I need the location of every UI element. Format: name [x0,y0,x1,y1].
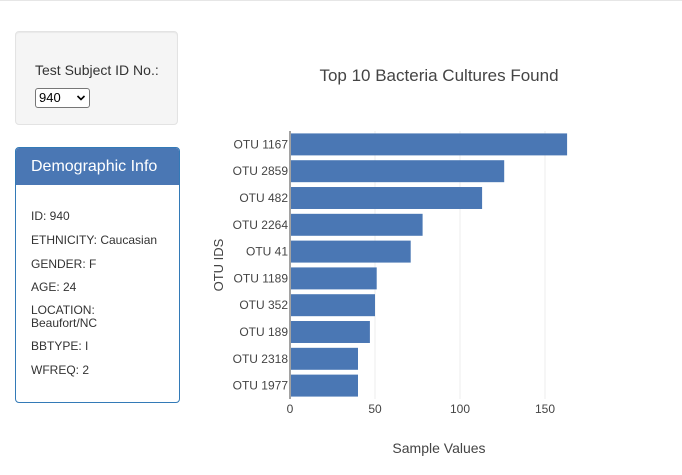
chart-x-axis-title: Sample Values [392,440,485,456]
bar [291,374,358,397]
y-tick-label: OTU 2859 [233,164,289,178]
y-tick-label: OTU 352 [239,298,288,312]
y-tick-label: OTU 41 [246,245,288,259]
y-tick-label: OTU 482 [239,191,288,205]
y-tick-label: OTU 1167 [234,137,289,151]
subject-id-label: Test Subject ID No.: [35,62,159,78]
chart-title: Top 10 Bacteria Cultures Found [319,66,558,85]
bar [291,267,377,290]
y-tick-label: OTU 2264 [233,218,289,232]
demographic-wfreq: WFREQ: 2 [31,363,90,377]
bar [291,187,483,209]
x-tick-label: 0 [287,402,294,416]
demographic-location: LOCATION: Beaufort/NC [31,303,98,330]
bar [291,294,375,317]
chart-x-tick-labels: 0 50 100 150 [287,402,556,416]
y-tick-label: OTU 1189 [234,271,289,285]
demographic-id: ID: 940 [31,209,70,223]
demographic-panel-title: Demographic Info [16,148,179,185]
chevron-down-icon [76,95,86,101]
bar [291,213,423,236]
subject-selector-well: Test Subject ID No.: 940 [15,31,178,125]
bar [291,133,568,156]
chart-y-tick-labels: OTU 1167 OTU 2859 OTU 482 OTU 2264 OTU 41 OTU… [233,137,289,392]
x-tick-label: 50 [368,402,382,416]
y-tick-label: OTU 189 [239,325,288,339]
bar [291,240,411,263]
demographic-panel: Demographic Info ID: 940 ETHNICITY: Cauc… [15,147,180,403]
demographic-age: AGE: 24 [31,280,77,294]
bar [291,347,358,370]
chart-y-axis-title: OTU IDS [211,238,226,291]
demographic-gender: GENDER: F [31,257,97,271]
demographic-ethnicity: ETHNICITY: Caucasian [31,233,158,247]
y-tick-label: OTU 2318 [233,352,289,366]
chart-bars [291,133,568,397]
subject-id-select[interactable]: 940 [35,88,90,108]
demographic-bbtype: BBTYPE: I [31,339,89,353]
top-divider [0,0,682,1]
bar [291,160,505,183]
y-tick-label: OTU 1977 [233,379,289,393]
x-tick-label: 150 [535,402,555,416]
subject-id-selected-value: 940 [39,90,61,105]
x-tick-label: 100 [450,402,470,416]
bar [291,321,370,343]
